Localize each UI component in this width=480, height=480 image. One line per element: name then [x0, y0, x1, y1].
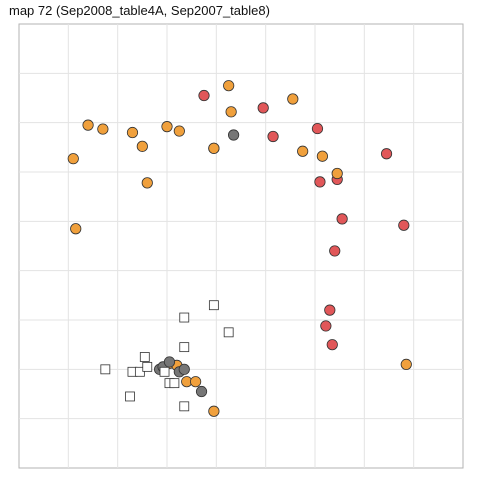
data-point-circle — [267, 130, 279, 143]
data-point-circle — [326, 339, 338, 351]
data-point-circle — [97, 123, 109, 135]
data-point-circle — [82, 119, 94, 131]
data-point-circle — [161, 121, 173, 133]
data-point-square — [139, 352, 150, 362]
data-point-square — [223, 327, 234, 338]
data-point-square — [208, 300, 219, 311]
data-point-circle — [173, 125, 185, 137]
data-point-circle — [380, 148, 393, 160]
data-point-circle — [208, 405, 220, 417]
data-point-circle — [70, 223, 82, 235]
data-point-circle — [336, 213, 348, 225]
data-point-circle — [198, 89, 210, 102]
data-point-circle — [141, 177, 153, 189]
data-point-circle — [190, 376, 202, 388]
data-point-circle — [163, 356, 176, 368]
data-point-square — [169, 378, 180, 389]
data-point-circle — [287, 93, 299, 105]
data-point-circle — [311, 122, 324, 135]
data-point-circle — [324, 304, 336, 316]
data-point-circle — [126, 126, 139, 139]
data-point-circle — [136, 140, 148, 152]
data-point-circle — [225, 106, 237, 118]
data-point-circle — [329, 245, 341, 257]
data-point-square — [179, 312, 190, 323]
plot-panel — [18, 23, 464, 469]
data-point-square — [134, 366, 145, 377]
data-point-square — [179, 342, 190, 353]
chart-title: map 72 (Sep2008_table4A, Sep2007_table8) — [9, 3, 270, 18]
data-point-square — [179, 401, 190, 412]
data-point-circle — [195, 385, 208, 398]
data-point-circle — [316, 150, 328, 162]
data-point-circle — [331, 167, 343, 180]
data-point-square — [142, 361, 153, 372]
data-points — [67, 80, 412, 417]
data-point-square — [159, 366, 170, 377]
data-point-circle — [223, 80, 235, 92]
data-point-circle — [228, 129, 240, 141]
data-point-circle — [297, 145, 309, 157]
data-point-circle — [320, 320, 332, 332]
grid-lines — [19, 24, 463, 468]
data-point-circle — [178, 363, 190, 375]
data-point-circle — [208, 142, 220, 154]
data-point-circle — [398, 219, 410, 231]
data-point-circle — [400, 358, 412, 370]
data-point-circle — [257, 102, 269, 114]
data-point-square — [100, 364, 111, 375]
data-point-circle — [314, 176, 326, 188]
data-point-circle — [67, 153, 79, 165]
data-point-square — [125, 391, 135, 402]
